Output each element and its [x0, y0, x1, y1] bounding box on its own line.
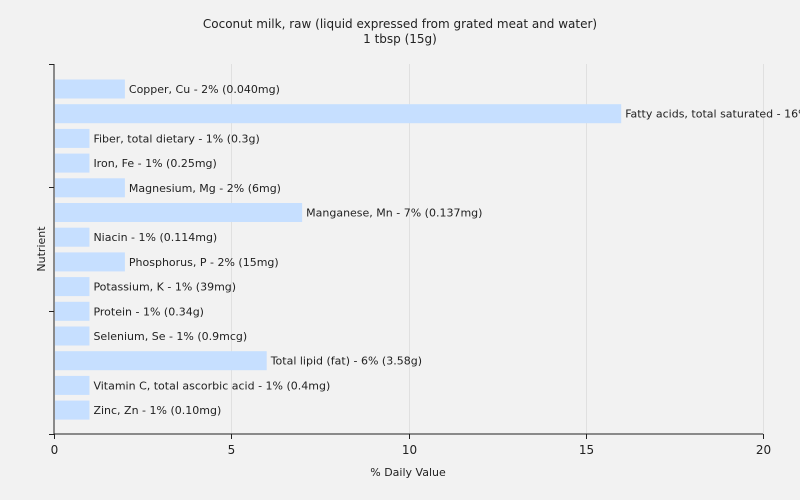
bar-data-label: Fiber, total dietary - 1% (0.3g): [93, 132, 259, 145]
x-tick-label: 10: [402, 443, 417, 457]
bar: [55, 203, 303, 222]
bar: [55, 252, 125, 272]
bar: [55, 375, 90, 395]
bar-data-label: Fatty acids, total saturated - 16% (3.17…: [625, 108, 800, 121]
x-tick-label: 15: [579, 443, 594, 457]
bar-data-label: Phosphorus, P - 2% (15mg): [129, 256, 279, 269]
bar-data-label: Vitamin C, total ascorbic acid - 1% (0.4…: [93, 379, 330, 392]
chart-title: Coconut milk, raw (liquid expressed from…: [202, 17, 598, 31]
bar-data-label: Iron, Fe - 1% (0.25mg): [93, 157, 216, 170]
x-tick-label: 5: [228, 443, 236, 457]
bar-data-label: Potassium, K - 1% (39mg): [93, 281, 236, 294]
x-tick-label: 20: [756, 443, 771, 457]
bar: [55, 79, 125, 99]
bar-data-label: Selenium, Se - 1% (0.9mcg): [93, 330, 247, 343]
bar-data-label: Niacin - 1% (0.114mg): [93, 231, 217, 244]
gridlines: [231, 64, 764, 434]
axes: [49, 64, 763, 435]
y-axis-label: Nutrient: [35, 226, 48, 272]
bar-data-label: Magnesium, Mg - 2% (6mg): [129, 182, 281, 195]
bar: [55, 351, 267, 371]
bar: [55, 128, 90, 148]
bar: [55, 227, 90, 247]
bar: [55, 153, 90, 173]
bar: [55, 301, 90, 321]
bar: [55, 104, 622, 124]
x-ticks: 0 5 10 15 20: [51, 434, 771, 457]
x-axis-label: % Daily Value: [370, 466, 446, 479]
bar: [55, 400, 90, 420]
bar-data-label: Zinc, Zn - 1% (0.10mg): [93, 404, 221, 417]
bar-data-label: Manganese, Mn - 7% (0.137mg): [306, 207, 482, 220]
x-tick-label: 0: [51, 443, 59, 457]
bar: [55, 326, 90, 346]
bars: Copper, Cu - 2% (0.040mg) Fatty acids, to…: [55, 79, 800, 420]
bar-data-label: Total lipid (fat) - 6% (3.58g): [270, 355, 422, 368]
bar-data-label: Protein - 1% (0.34g): [93, 305, 204, 318]
bar-data-label: Copper, Cu - 2% (0.040mg): [129, 83, 280, 96]
chart-subtitle: 1 tbsp (15g): [363, 32, 437, 46]
bar: [55, 178, 125, 198]
bar: [55, 277, 90, 297]
